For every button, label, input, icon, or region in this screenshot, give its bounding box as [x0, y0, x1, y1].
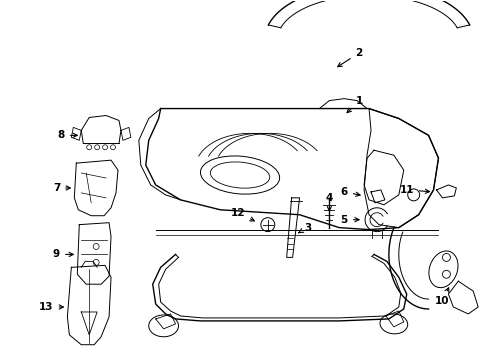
Text: 4: 4	[325, 193, 332, 211]
Text: 11: 11	[399, 185, 428, 195]
Text: 9: 9	[53, 249, 73, 260]
Text: 1: 1	[346, 96, 362, 113]
Text: 10: 10	[434, 288, 449, 306]
Text: 7: 7	[53, 183, 70, 193]
Text: 13: 13	[39, 302, 63, 312]
Text: 8: 8	[58, 130, 77, 140]
Text: 2: 2	[337, 48, 362, 67]
Text: 12: 12	[230, 208, 254, 221]
Text: 3: 3	[298, 222, 310, 233]
Text: 6: 6	[340, 187, 359, 197]
Text: 5: 5	[340, 215, 358, 225]
